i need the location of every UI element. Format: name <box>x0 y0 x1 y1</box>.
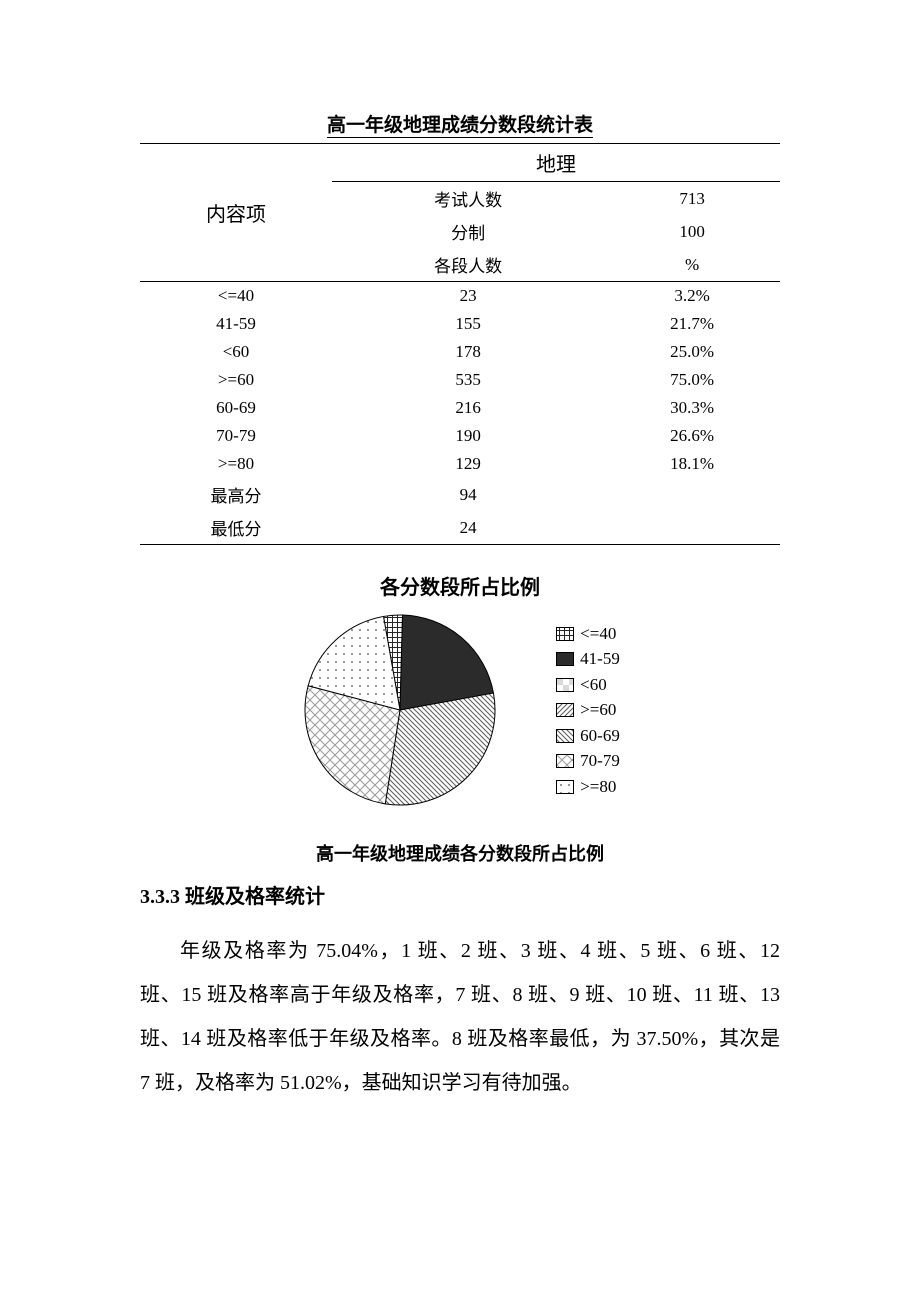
row-pct <box>604 511 780 545</box>
legend-swatch <box>556 780 574 794</box>
legend-swatch <box>556 652 574 666</box>
row-pct <box>604 478 780 511</box>
legend-swatch <box>556 627 574 641</box>
sub-row-value: 100 <box>604 215 780 248</box>
row-label: 最高分 <box>140 478 332 511</box>
row-label: <60 <box>140 338 332 366</box>
row-count: 190 <box>332 422 604 450</box>
legend-label: >=80 <box>580 774 616 800</box>
header-subject: 地理 <box>332 144 780 182</box>
sub-row-label: 分制 <box>332 215 604 248</box>
row-pct: 75.0% <box>604 366 780 394</box>
legend-item: <60 <box>556 672 620 698</box>
legend-swatch <box>556 729 574 743</box>
legend-label: >=60 <box>580 697 616 723</box>
score-table: 内容项地理考试人数713分制100各段人数% <=40233.2% 41-59155… <box>140 143 780 545</box>
row-label: 41-59 <box>140 310 332 338</box>
sub-row-value: 713 <box>604 182 780 216</box>
row-count: 535 <box>332 366 604 394</box>
legend-label: 41-59 <box>580 646 620 672</box>
legend-swatch <box>556 754 574 768</box>
row-count: 155 <box>332 310 604 338</box>
row-count: 178 <box>332 338 604 366</box>
legend-item: >=80 <box>556 774 620 800</box>
pie-chart <box>300 610 500 810</box>
row-pct: 26.6% <box>604 422 780 450</box>
row-pct: 30.3% <box>604 394 780 422</box>
row-label: 70-79 <box>140 422 332 450</box>
legend-label: <=40 <box>580 621 616 647</box>
row-pct: 25.0% <box>604 338 780 366</box>
row-label: <=40 <box>140 282 332 311</box>
row-pct: 21.7% <box>604 310 780 338</box>
page-content: 高一年级地理成绩分数段统计表 内容项地理考试人数713分制100各段人数% <=4… <box>0 0 920 1185</box>
legend-item: 41-59 <box>556 646 620 672</box>
pie-slice <box>385 693 495 805</box>
section-paragraph: 年级及格率为 75.04%，1 班、2 班、3 班、4 班、5 班、6 班、12… <box>140 929 780 1105</box>
row-label: >=80 <box>140 450 332 478</box>
legend-item: <=40 <box>556 621 620 647</box>
legend-label: <60 <box>580 672 607 698</box>
pie-caption: 高一年级地理成绩各分数段所占比例 <box>140 840 780 866</box>
sub-row-label: 各段人数 <box>332 248 604 282</box>
row-count: 216 <box>332 394 604 422</box>
row-label: 最低分 <box>140 511 332 545</box>
legend-label: 60-69 <box>580 723 620 749</box>
pie-title: 各分数段所占比例 <box>140 571 780 600</box>
table-title: 高一年级地理成绩分数段统计表 <box>140 110 780 137</box>
row-pct: 3.2% <box>604 282 780 311</box>
row-pct: 18.1% <box>604 450 780 478</box>
pie-legend: <=4041-59<60>=6060-6970-79>=80 <box>556 621 620 800</box>
row-count: 129 <box>332 450 604 478</box>
legend-swatch <box>556 703 574 717</box>
section-heading: 3.3.3 班级及格率统计 <box>140 880 780 909</box>
row-label: 60-69 <box>140 394 332 422</box>
legend-item: 60-69 <box>556 723 620 749</box>
row-count: 94 <box>332 478 604 511</box>
pie-chart-area: <=4041-59<60>=6060-6970-79>=80 <box>140 610 780 810</box>
legend-item: 70-79 <box>556 748 620 774</box>
sub-row-label: 考试人数 <box>332 182 604 216</box>
row-count: 24 <box>332 511 604 545</box>
header-content-item: 内容项 <box>140 144 332 282</box>
row-label: >=60 <box>140 366 332 394</box>
sub-row-value: % <box>604 248 780 282</box>
legend-item: >=60 <box>556 697 620 723</box>
legend-swatch <box>556 678 574 692</box>
legend-label: 70-79 <box>580 748 620 774</box>
row-count: 23 <box>332 282 604 311</box>
